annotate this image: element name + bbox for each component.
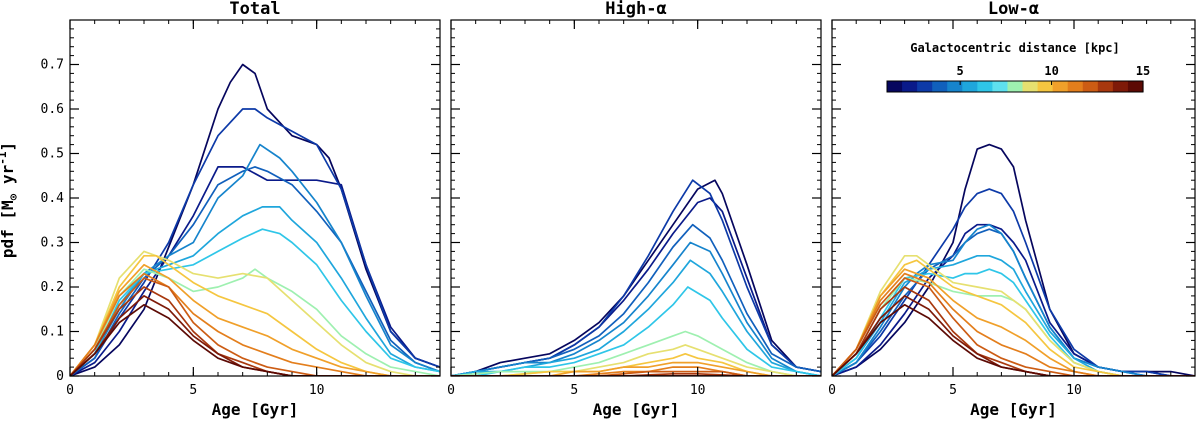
x-tick-label: 10 xyxy=(690,383,706,398)
panel-total: 0 5 10 0 0.1 0.2 0.3 0.4 0.5 0.6 0.7 Total Age [Gyr] xyxy=(41,0,441,419)
series-group xyxy=(70,63,440,376)
colorbar-tick-label: 5 xyxy=(957,64,964,78)
colorbar-tick-label: 15 xyxy=(1136,64,1150,78)
colorbar-title: Galactocentric distance [kpc] xyxy=(910,41,1120,55)
series-line-11 xyxy=(832,272,1195,376)
colorbar-segment xyxy=(1007,81,1024,92)
y-tick-label: 0.5 xyxy=(41,147,64,162)
x-axis-label: Age [Gyr] xyxy=(970,400,1057,419)
x-axis-label: Age [Gyr] xyxy=(593,400,680,419)
series-line-0 xyxy=(451,179,821,376)
series-line-7 xyxy=(451,330,821,376)
series-line-5 xyxy=(832,254,1195,376)
colorbar-segment xyxy=(947,81,963,92)
x-tick-label: 0 xyxy=(66,383,74,398)
series-group xyxy=(451,179,821,376)
series-line-4 xyxy=(832,223,1195,376)
colorbar-tick-label: 10 xyxy=(1044,64,1058,78)
series-line-0 xyxy=(832,143,1195,376)
series-line-4 xyxy=(451,241,821,376)
colorbar-segment xyxy=(1082,81,1099,92)
series-line-11 xyxy=(70,272,440,376)
series-line-7 xyxy=(70,268,440,376)
series-line-9 xyxy=(832,259,1195,376)
series-line-15 xyxy=(832,303,1195,376)
colorbar-segment xyxy=(992,81,1009,92)
series-line-13 xyxy=(832,286,1195,376)
colorbar-segment xyxy=(902,81,918,92)
colorbar-segment xyxy=(1127,81,1144,92)
colorbar-segment xyxy=(1067,81,1084,92)
colorbar-segment xyxy=(887,81,903,92)
colorbar-frame xyxy=(886,80,1144,93)
colorbar-segment xyxy=(917,81,933,92)
series-line-10 xyxy=(832,268,1195,376)
series-line-3 xyxy=(70,166,440,376)
colorbar-segment xyxy=(977,81,994,92)
series-line-5 xyxy=(70,206,440,376)
series-line-13 xyxy=(451,372,821,376)
colorbar-segment xyxy=(932,81,948,92)
panel-title: Total xyxy=(229,0,280,19)
x-tick-label: 5 xyxy=(189,383,197,398)
colorbar-segment xyxy=(1037,81,1054,92)
y-axis-label: pdf [M⊙ yr-1] xyxy=(0,142,20,258)
series-line-8 xyxy=(70,250,440,376)
y-tick-label: 0.2 xyxy=(41,280,64,295)
y-tick-label: 0.4 xyxy=(41,191,65,206)
series-line-3 xyxy=(451,223,821,376)
x-tick-label: 10 xyxy=(309,383,325,398)
x-tick-label: 10 xyxy=(1066,383,1082,398)
x-axis-label: Age [Gyr] xyxy=(212,400,299,419)
colorbar-segment xyxy=(1052,81,1069,92)
y-tick-label: 0.1 xyxy=(41,325,64,340)
series-line-0 xyxy=(70,63,440,376)
colorbar-segment xyxy=(1022,81,1039,92)
series-group xyxy=(832,143,1195,376)
series-line-12 xyxy=(70,277,440,376)
series-line-4 xyxy=(70,143,440,376)
colorbar-segment xyxy=(962,81,978,92)
colorbar: Galactocentric distance [kpc] 5 10 15 xyxy=(886,41,1150,93)
x-tick-label: 0 xyxy=(828,383,836,398)
series-line-12 xyxy=(832,277,1195,376)
y-tick-label: 0.6 xyxy=(41,102,64,117)
series-line-6 xyxy=(70,228,440,376)
colorbar-segment xyxy=(1097,81,1114,92)
panel-low-alpha: 0 5 10 Low-α Age [Gyr] xyxy=(828,0,1196,419)
y-tick-label: 0 xyxy=(56,369,64,384)
panel-title: High-α xyxy=(605,0,666,19)
colorbar-segment xyxy=(1112,81,1129,92)
x-tick-label: 5 xyxy=(949,383,957,398)
panel-high-alpha: 0 5 10 High-α Age [Gyr] xyxy=(447,0,822,419)
series-line-8 xyxy=(832,254,1195,376)
x-tick-label: 5 xyxy=(570,383,578,398)
x-tick-label: 0 xyxy=(447,383,455,398)
panel-title: Low-α xyxy=(988,0,1039,19)
y-tick-label: 0.7 xyxy=(41,58,64,73)
y-tick-label: 0.3 xyxy=(41,236,64,251)
series-line-13 xyxy=(70,286,440,376)
series-line-6 xyxy=(451,286,821,376)
series-line-15 xyxy=(70,303,440,376)
series-line-10 xyxy=(70,263,440,376)
